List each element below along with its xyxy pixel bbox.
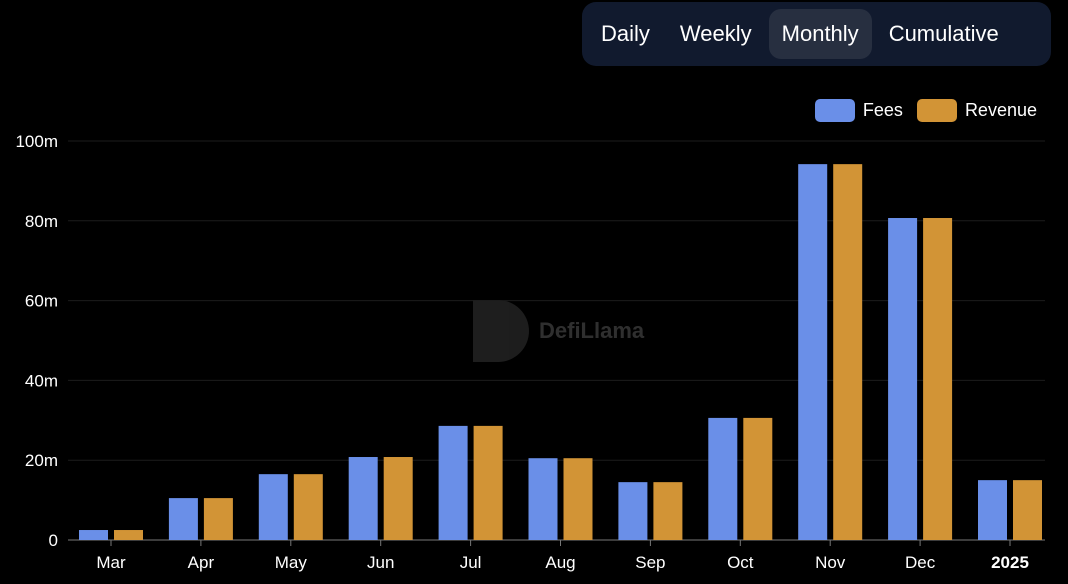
legend-swatch-fees (814, 99, 855, 122)
y-tick-label: 40m (25, 371, 58, 390)
toggle-daily[interactable]: Daily (601, 21, 650, 46)
bar-revenue-jul (473, 425, 503, 540)
x-tick-label: Mar (96, 553, 126, 572)
bar-fees-nov (798, 164, 828, 540)
bar-revenue-2025 (1013, 480, 1042, 540)
bar-fees-sep (618, 482, 648, 540)
legend-revenue[interactable]: Revenue (916, 99, 1037, 122)
llama-logo-icon (473, 300, 529, 362)
bar-revenue-sep (653, 482, 683, 540)
y-tick-label: 60m (25, 292, 58, 311)
bar-fees-jul (438, 425, 468, 540)
legend-label: Revenue (964, 100, 1037, 120)
bar-fees-oct (708, 417, 738, 540)
y-tick-label: 0 (49, 531, 58, 550)
bar-revenue-aug (563, 458, 593, 540)
bar-revenue-oct (743, 417, 773, 540)
toggle-monthly[interactable]: Monthly (768, 9, 872, 59)
bar-fees-mar (79, 530, 108, 540)
legend-fees[interactable]: Fees (814, 99, 903, 122)
legend-swatch-revenue (916, 99, 957, 122)
x-tick-label: Aug (545, 553, 575, 572)
legend-label: Fees (862, 100, 903, 120)
bar-revenue-nov (833, 164, 863, 540)
x-tick-label: Jun (367, 553, 394, 572)
bar-fees-jun (348, 457, 378, 540)
x-tick-label: Apr (188, 553, 215, 572)
bar-fees-apr (168, 498, 198, 540)
x-tick-label: 2025 (991, 553, 1029, 572)
x-tick-label: Jul (460, 553, 482, 572)
bar-revenue-mar (114, 530, 143, 540)
x-tick-label: Sep (635, 553, 665, 572)
y-tick-label: 100m (15, 132, 58, 151)
x-tick-label: May (275, 553, 308, 572)
x-tick-label: Nov (815, 553, 846, 572)
bar-revenue-apr (203, 498, 233, 540)
x-tick-label: Dec (905, 553, 936, 572)
watermark-text: DefiLlama (539, 318, 645, 343)
period-toggle: Daily Weekly Monthly Cumulative (582, 2, 1051, 66)
toggle-cumulative[interactable]: Cumulative (888, 21, 999, 46)
bar-fees-aug (528, 458, 558, 540)
legend: Fees Revenue (801, 99, 1037, 122)
y-tick-label: 80m (25, 212, 58, 231)
bar-fees-may (258, 474, 288, 540)
y-tick-label: 20m (25, 451, 58, 470)
bar-fees-dec (888, 218, 918, 540)
bar-revenue-dec (923, 218, 953, 540)
bar-revenue-may (293, 474, 323, 540)
x-tick-label: Oct (727, 553, 754, 572)
bar-revenue-jun (383, 457, 413, 540)
bar-fees-2025 (978, 480, 1007, 540)
watermark: DefiLlama (473, 300, 644, 362)
toggle-weekly[interactable]: Weekly (679, 21, 752, 46)
